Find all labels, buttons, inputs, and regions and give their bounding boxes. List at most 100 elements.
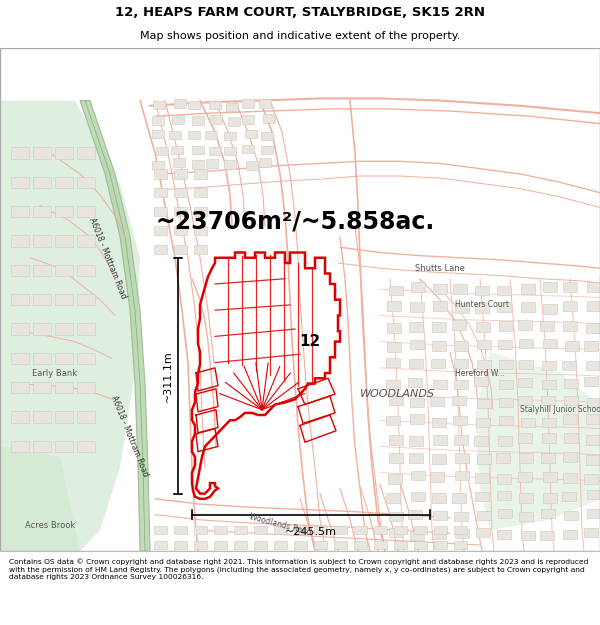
- Bar: [541, 453, 555, 462]
- Bar: [542, 418, 556, 427]
- Bar: [519, 360, 533, 369]
- Bar: [433, 436, 447, 445]
- Bar: [564, 433, 578, 442]
- Bar: [563, 473, 577, 482]
- Bar: [542, 433, 556, 442]
- Bar: [193, 541, 206, 549]
- Polygon shape: [80, 101, 150, 551]
- Bar: [173, 158, 185, 167]
- Bar: [541, 509, 555, 518]
- Bar: [173, 226, 187, 235]
- Bar: [11, 176, 29, 188]
- Bar: [563, 414, 577, 424]
- Bar: [226, 102, 238, 111]
- Polygon shape: [0, 446, 80, 551]
- Bar: [386, 493, 400, 502]
- Bar: [499, 380, 513, 389]
- Bar: [193, 526, 206, 534]
- Bar: [454, 541, 467, 549]
- Text: 12, HEAPS FARM COURT, STALYBRIDGE, SK15 2RN: 12, HEAPS FARM COURT, STALYBRIDGE, SK15 …: [115, 6, 485, 19]
- Bar: [55, 206, 73, 217]
- Bar: [413, 526, 427, 534]
- Bar: [274, 526, 287, 534]
- Bar: [171, 146, 183, 154]
- Bar: [410, 398, 424, 407]
- Bar: [564, 511, 578, 521]
- Text: Shutts Lane: Shutts Lane: [415, 264, 465, 272]
- Bar: [409, 453, 423, 462]
- Bar: [254, 556, 266, 564]
- Text: ~23706m²/~5.858ac.: ~23706m²/~5.858ac.: [155, 209, 434, 233]
- Bar: [387, 323, 401, 332]
- Bar: [293, 526, 307, 534]
- Bar: [274, 541, 287, 549]
- Bar: [193, 556, 206, 564]
- Bar: [455, 453, 469, 462]
- Bar: [408, 510, 422, 519]
- Bar: [55, 147, 73, 159]
- Bar: [499, 416, 513, 425]
- Bar: [542, 361, 556, 371]
- Bar: [77, 294, 95, 306]
- Bar: [587, 398, 600, 407]
- Bar: [154, 541, 167, 549]
- Bar: [334, 541, 347, 549]
- Bar: [224, 160, 236, 169]
- Bar: [172, 115, 184, 124]
- Bar: [373, 556, 386, 564]
- Bar: [353, 526, 367, 534]
- Bar: [389, 528, 403, 537]
- Bar: [498, 436, 512, 446]
- Bar: [454, 341, 468, 351]
- Bar: [293, 541, 307, 549]
- Bar: [519, 453, 533, 462]
- Bar: [77, 264, 95, 276]
- Bar: [154, 169, 167, 179]
- Bar: [11, 264, 29, 276]
- Bar: [77, 206, 95, 217]
- Bar: [33, 147, 51, 159]
- Bar: [173, 556, 187, 564]
- Polygon shape: [0, 101, 140, 551]
- Bar: [214, 556, 227, 564]
- Bar: [432, 322, 446, 332]
- Text: Early Bank: Early Bank: [32, 369, 77, 378]
- Bar: [543, 472, 557, 481]
- Bar: [409, 322, 423, 332]
- Bar: [55, 323, 73, 335]
- Bar: [77, 235, 95, 247]
- Bar: [519, 512, 533, 521]
- Bar: [173, 244, 187, 254]
- Bar: [373, 526, 386, 534]
- Bar: [498, 509, 512, 518]
- Bar: [224, 147, 236, 155]
- Bar: [433, 556, 446, 564]
- Bar: [233, 541, 247, 549]
- Bar: [188, 101, 200, 109]
- Bar: [453, 416, 467, 425]
- Bar: [432, 418, 446, 427]
- Text: Acres Brook: Acres Brook: [25, 521, 75, 529]
- Text: ~311.1m: ~311.1m: [163, 350, 173, 401]
- Bar: [499, 360, 513, 369]
- Bar: [475, 303, 489, 312]
- Bar: [563, 301, 577, 311]
- Bar: [188, 131, 200, 139]
- Bar: [55, 352, 73, 364]
- Bar: [33, 382, 51, 394]
- Bar: [233, 556, 247, 564]
- Bar: [55, 264, 73, 276]
- Bar: [475, 473, 489, 482]
- Bar: [433, 301, 447, 311]
- Bar: [454, 359, 468, 368]
- Bar: [192, 146, 204, 154]
- Bar: [152, 116, 164, 124]
- Text: Woodlands Road: Woodlands Road: [248, 512, 312, 538]
- Bar: [206, 159, 218, 168]
- Bar: [564, 396, 578, 405]
- Text: A6018 - Mottram Road: A6018 - Mottram Road: [110, 394, 151, 478]
- Bar: [453, 284, 467, 294]
- Bar: [55, 411, 73, 423]
- Bar: [476, 418, 490, 427]
- Bar: [261, 146, 273, 154]
